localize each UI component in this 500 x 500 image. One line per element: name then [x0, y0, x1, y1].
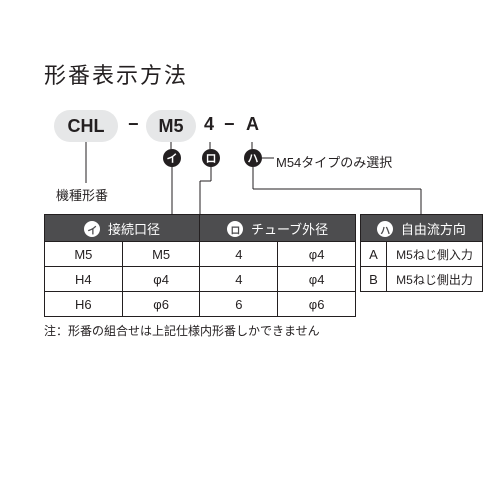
table-cell: M5	[122, 242, 200, 267]
table-cell: φ4	[278, 242, 356, 267]
table-cell: φ4	[278, 267, 356, 292]
footnote: 注：形番の組合せは上記仕様内形番しかできません	[44, 322, 320, 339]
table-tube-header: ロ チューブ外径	[200, 215, 356, 242]
badge-ro-header: ロ	[227, 221, 243, 237]
table-flow: ハ 自由流方向 AM5ねじ側入力BM5ねじ側出力	[360, 214, 483, 292]
table-left: イ 接続口径 ロ チューブ外径 M5M54φ4H4φ44φ4H6φ66φ6	[44, 214, 356, 317]
table-conn-header: イ 接続口径	[45, 215, 200, 242]
table-cell: φ6	[122, 292, 200, 317]
table-cell: H6	[45, 292, 123, 317]
table-cell: 4	[200, 242, 278, 267]
table-cell: B	[361, 267, 387, 292]
table-cell: 4	[200, 267, 278, 292]
table-cell: 6	[200, 292, 278, 317]
table-flow-header: ハ 自由流方向	[361, 215, 483, 242]
badge-ha-header: ハ	[377, 221, 393, 237]
flow-header-label: 自由流方向	[401, 222, 466, 237]
table-cell: φ6	[278, 292, 356, 317]
table-cell: H4	[45, 267, 123, 292]
table-cell: M5ねじ側出力	[387, 267, 483, 292]
conn-header-label: 接続口径	[108, 222, 160, 237]
table-cell: M5	[45, 242, 123, 267]
table-cell: A	[361, 242, 387, 267]
table-cell: M5ねじ側入力	[387, 242, 483, 267]
badge-i-header: イ	[84, 221, 100, 237]
tube-header-label: チューブ外径	[251, 222, 328, 237]
table-cell: φ4	[122, 267, 200, 292]
